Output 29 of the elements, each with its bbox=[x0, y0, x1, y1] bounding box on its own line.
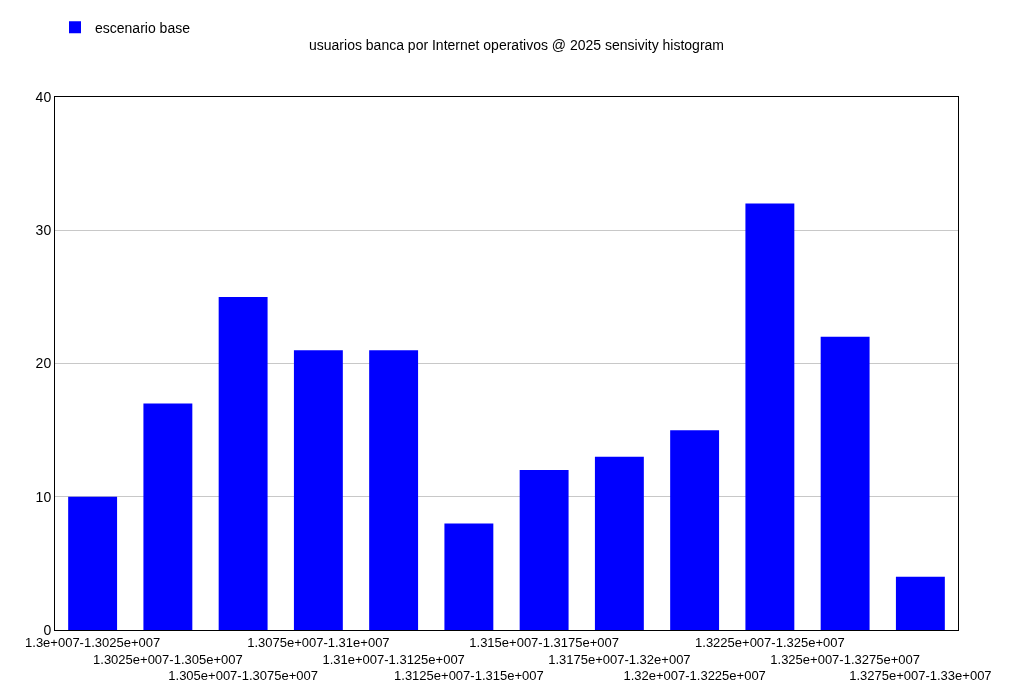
x-tick-label: 1.3075e+007-1.31e+007 bbox=[247, 634, 390, 650]
chart-title: usuarios banca por Internet operativos @ 2025 sensivity histogram bbox=[309, 37, 724, 54]
bar bbox=[293, 350, 343, 630]
legend-label: escenario base bbox=[95, 19, 191, 36]
bar bbox=[745, 203, 795, 630]
x-tick-label: 1.315e+007-1.3175e+007 bbox=[469, 634, 619, 650]
x-tick-label: 1.3025e+007-1.305e+007 bbox=[93, 651, 243, 667]
x-tick-label: 1.3175e+007-1.32e+007 bbox=[548, 651, 691, 667]
bar bbox=[895, 576, 945, 630]
bar bbox=[670, 430, 720, 630]
bar bbox=[519, 470, 569, 630]
bar bbox=[218, 296, 268, 630]
bar bbox=[68, 496, 118, 630]
x-tick-label: 1.305e+007-1.3075e+007 bbox=[168, 668, 318, 684]
bar bbox=[820, 336, 870, 630]
x-tick-label: 1.31e+007-1.3125e+007 bbox=[322, 651, 465, 667]
y-tick-label: 10 bbox=[35, 488, 52, 505]
bar bbox=[369, 350, 419, 630]
x-tick-label: 1.3275e+007-1.33e+007 bbox=[849, 668, 992, 684]
bar bbox=[143, 403, 193, 630]
y-tick-label: 20 bbox=[35, 355, 52, 372]
x-tick-label: 1.32e+007-1.3225e+007 bbox=[623, 668, 766, 684]
bar bbox=[444, 523, 494, 630]
bar bbox=[594, 456, 644, 630]
x-tick-label: 1.3125e+007-1.315e+007 bbox=[394, 668, 544, 684]
x-tick-label: 1.325e+007-1.3275e+007 bbox=[770, 651, 920, 667]
y-tick-label: 30 bbox=[35, 222, 52, 239]
y-tick-label: 40 bbox=[35, 88, 52, 105]
x-tick-label: 1.3225e+007-1.325e+007 bbox=[695, 634, 845, 650]
